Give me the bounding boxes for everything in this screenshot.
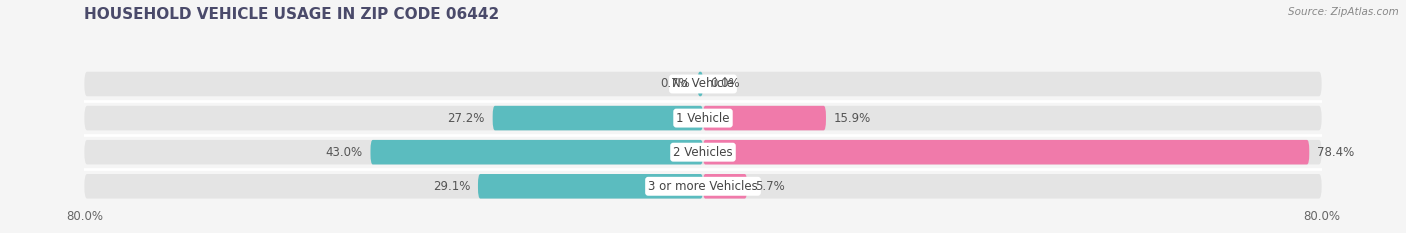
FancyBboxPatch shape xyxy=(371,140,703,164)
FancyBboxPatch shape xyxy=(492,106,703,130)
Text: 78.4%: 78.4% xyxy=(1317,146,1354,159)
FancyBboxPatch shape xyxy=(703,140,1309,164)
Text: 27.2%: 27.2% xyxy=(447,112,485,125)
Text: 0.7%: 0.7% xyxy=(659,78,690,90)
FancyBboxPatch shape xyxy=(84,174,1322,199)
Text: 43.0%: 43.0% xyxy=(326,146,363,159)
FancyBboxPatch shape xyxy=(703,174,747,199)
Text: 15.9%: 15.9% xyxy=(834,112,870,125)
FancyBboxPatch shape xyxy=(703,106,825,130)
FancyBboxPatch shape xyxy=(84,72,1322,96)
FancyBboxPatch shape xyxy=(84,106,1322,130)
FancyBboxPatch shape xyxy=(697,72,703,96)
Text: HOUSEHOLD VEHICLE USAGE IN ZIP CODE 06442: HOUSEHOLD VEHICLE USAGE IN ZIP CODE 0644… xyxy=(84,7,499,22)
Text: Source: ZipAtlas.com: Source: ZipAtlas.com xyxy=(1288,7,1399,17)
FancyBboxPatch shape xyxy=(84,140,1322,164)
FancyBboxPatch shape xyxy=(478,174,703,199)
Text: 5.7%: 5.7% xyxy=(755,180,785,193)
Text: 1 Vehicle: 1 Vehicle xyxy=(676,112,730,125)
Text: No Vehicle: No Vehicle xyxy=(672,78,734,90)
Text: 3 or more Vehicles: 3 or more Vehicles xyxy=(648,180,758,193)
Text: 2 Vehicles: 2 Vehicles xyxy=(673,146,733,159)
Text: 29.1%: 29.1% xyxy=(433,180,470,193)
Text: 0.0%: 0.0% xyxy=(710,78,741,90)
